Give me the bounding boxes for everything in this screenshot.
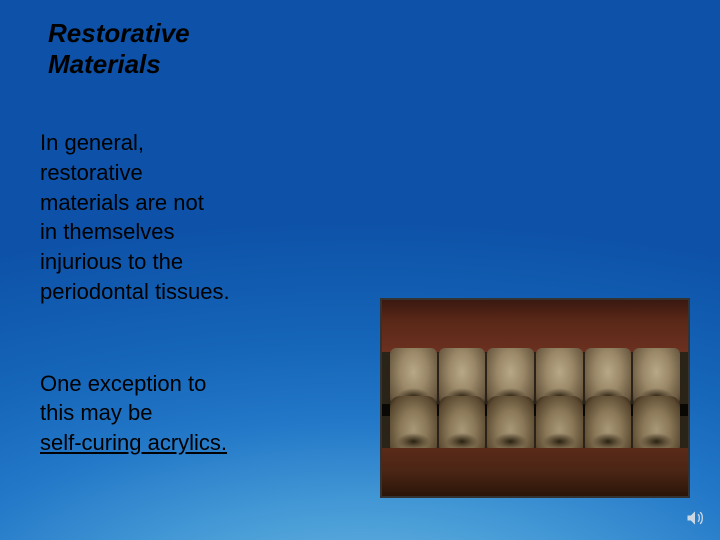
tooth [585,396,632,452]
speaker-icon [684,508,706,528]
tooth [390,396,437,452]
tooth [633,396,680,452]
clinical-photo [380,298,690,498]
tooth [487,396,534,452]
p2-l1: One exception to [40,371,206,396]
slide-container: Restorative Materials In general, restor… [0,0,720,540]
tooth [536,396,583,452]
tooth [439,396,486,452]
p2-l2: this may be [40,400,153,425]
photo-gum-upper [382,300,688,352]
photo-gum-lower [382,448,688,496]
p1-l2: restorative [40,160,143,185]
paragraph-2: One exception to this may be self-curing… [40,369,310,458]
p1-l1: In general, [40,130,144,155]
photo-lower-teeth [390,396,680,452]
p1-l4: in themselves [40,219,175,244]
p1-l5: injurious to the [40,249,183,274]
p2-underlined: self-curing acrylics. [40,430,227,455]
p1-l6: periodontal tissues. [40,279,230,304]
slide-title: Restorative Materials [48,18,680,80]
title-line-2: Materials [48,49,161,79]
paragraph-1: In general, restorative materials are no… [40,128,310,306]
p1-l3: materials are not [40,190,204,215]
title-line-1: Restorative [48,18,190,48]
